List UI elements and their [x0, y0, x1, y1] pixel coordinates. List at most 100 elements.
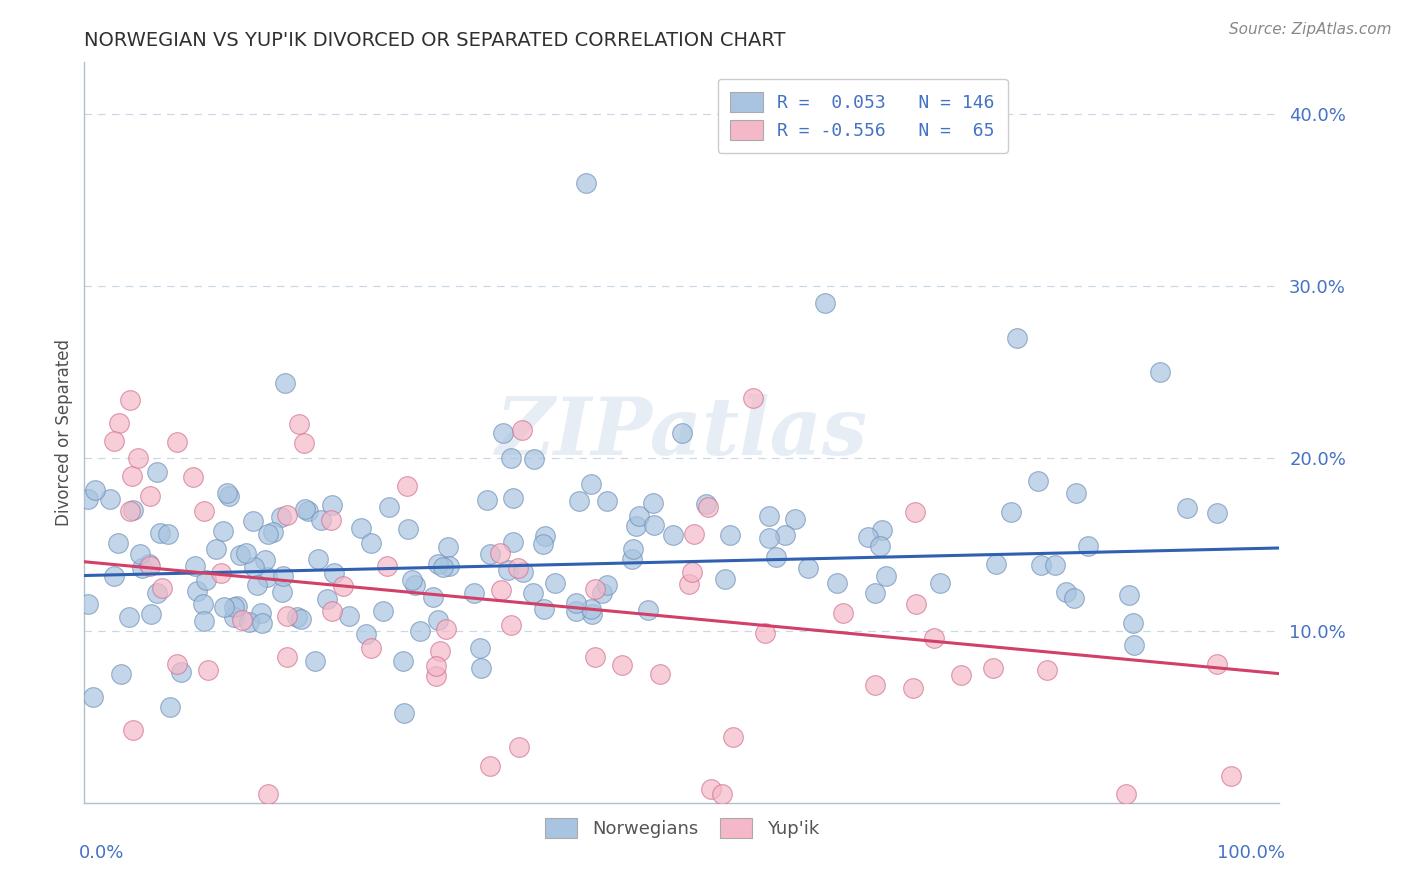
Point: [139, 607, 162, 621]
Point: [107, 536, 129, 550]
Point: [773, 528, 796, 542]
Point: [250, 615, 273, 630]
Point: [159, 699, 181, 714]
Point: [579, 476, 602, 491]
Point: [502, 491, 524, 506]
Point: [425, 669, 447, 683]
Point: [238, 615, 260, 629]
Point: [1123, 638, 1146, 652]
Point: [510, 423, 533, 437]
Point: [350, 521, 373, 535]
Point: [758, 508, 780, 523]
Point: [321, 498, 343, 512]
Point: [121, 468, 143, 483]
Point: [1054, 584, 1077, 599]
Point: [146, 586, 169, 600]
Point: [681, 565, 703, 579]
Point: [409, 624, 432, 638]
Point: [1005, 331, 1028, 345]
Point: [375, 558, 398, 573]
Point: [103, 434, 125, 449]
Point: [508, 739, 530, 754]
Point: [77, 597, 100, 611]
Point: [157, 526, 180, 541]
Point: [697, 500, 720, 515]
Point: [422, 591, 444, 605]
Point: [742, 391, 765, 405]
Point: [648, 666, 671, 681]
Point: [354, 627, 377, 641]
Point: [1036, 664, 1059, 678]
Point: [1064, 486, 1087, 500]
Point: [754, 625, 776, 640]
Point: [392, 654, 415, 668]
Point: [118, 393, 141, 408]
Point: [436, 622, 458, 636]
Point: [288, 417, 311, 431]
Point: [270, 584, 292, 599]
Text: NORWEGIAN VS YUP'IK DIVORCED OR SEPARATED CORRELATION CHART: NORWEGIAN VS YUP'IK DIVORCED OR SEPARATE…: [84, 30, 786, 50]
Point: [294, 435, 316, 450]
Point: [721, 731, 744, 745]
Point: [82, 690, 104, 705]
Point: [235, 545, 257, 559]
Point: [337, 609, 360, 624]
Point: [512, 565, 534, 579]
Point: [332, 578, 354, 592]
Point: [856, 530, 879, 544]
Point: [110, 666, 132, 681]
Point: [129, 547, 152, 561]
Point: [479, 759, 502, 773]
Point: [194, 573, 217, 587]
Point: [1205, 657, 1227, 672]
Point: [470, 661, 492, 675]
Point: [184, 558, 207, 573]
Point: [121, 503, 143, 517]
Point: [271, 569, 294, 583]
Point: [243, 560, 266, 574]
Point: [321, 513, 343, 527]
Point: [404, 577, 426, 591]
Point: [637, 603, 659, 617]
Point: [309, 513, 332, 527]
Point: [149, 525, 172, 540]
Text: ZIPatlas: ZIPatlas: [496, 394, 868, 471]
Point: [872, 523, 894, 537]
Point: [595, 578, 617, 592]
Point: [274, 376, 297, 390]
Point: [478, 547, 501, 561]
Point: [950, 668, 973, 682]
Point: [212, 600, 235, 615]
Point: [437, 541, 460, 555]
Point: [193, 614, 215, 628]
Point: [1026, 474, 1049, 488]
Point: [929, 575, 952, 590]
Point: [523, 451, 546, 466]
Y-axis label: Divorced or Separated: Divorced or Separated: [55, 339, 73, 526]
Point: [218, 489, 240, 503]
Point: [118, 504, 141, 518]
Point: [297, 504, 319, 518]
Point: [671, 425, 693, 440]
Point: [624, 518, 647, 533]
Point: [869, 539, 891, 553]
Point: [242, 515, 264, 529]
Point: [170, 665, 193, 680]
Point: [506, 560, 529, 574]
Point: [797, 561, 820, 575]
Point: [1029, 558, 1052, 573]
Point: [1063, 591, 1085, 606]
Point: [832, 606, 855, 620]
Point: [290, 612, 312, 626]
Point: [276, 650, 298, 665]
Point: [1149, 365, 1171, 379]
Point: [254, 552, 277, 566]
Point: [108, 417, 131, 431]
Point: [211, 524, 233, 538]
Point: [621, 542, 644, 557]
Point: [501, 450, 523, 465]
Point: [83, 483, 105, 497]
Point: [1122, 616, 1144, 631]
Point: [662, 528, 685, 542]
Point: [121, 723, 143, 737]
